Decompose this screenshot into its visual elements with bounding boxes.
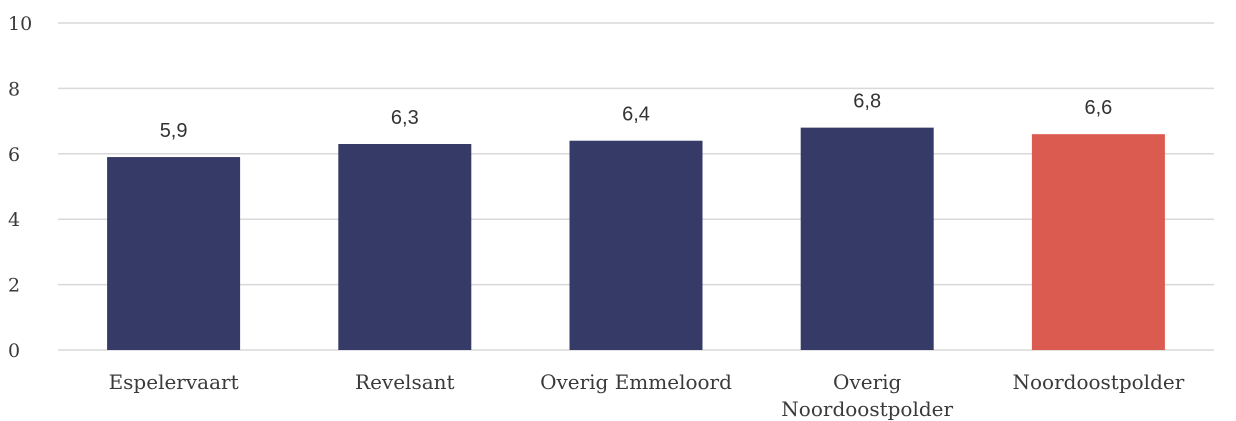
y-axis-ticks: 0 2 4 6 8 10: [8, 13, 32, 362]
bar-4: [1031, 134, 1165, 350]
value-label-background: [1074, 96, 1123, 123]
value-label: 5,9: [160, 120, 188, 142]
value-label: 6,3: [391, 107, 419, 129]
value-label-background: [380, 105, 429, 132]
category-label-line: Overig Emmeloord: [540, 370, 732, 394]
category-labels: Espelervaart Revelsant Overig Emmeloord Ove…: [109, 370, 1185, 421]
category-label-line: Noordoostpolder: [1013, 370, 1185, 394]
y-tick-label: 2: [8, 275, 20, 297]
bars: [107, 127, 1165, 350]
bar-0: [107, 157, 241, 350]
category-label-line: Revelsant: [355, 370, 455, 394]
category-label: Espelervaart: [109, 370, 239, 394]
category-label-line: Noordoostpolder: [781, 397, 953, 421]
category-label: Overig Emmeloord: [540, 370, 732, 394]
value-labels: 5,9 6,3 6,4 6,8 6,6: [149, 89, 1123, 146]
category-label-line: Espelervaart: [109, 370, 239, 394]
category-label: Noordoostpolder: [1013, 370, 1185, 394]
category-label-line: Overig: [833, 370, 901, 394]
y-tick-label: 0: [8, 340, 20, 362]
value-label-background: [612, 102, 660, 129]
value-label: 6,4: [622, 104, 650, 126]
y-tick-label: 6: [8, 144, 20, 166]
y-tick-label: 4: [8, 209, 20, 231]
value-label: 6,6: [1084, 97, 1112, 119]
value-label-background: [149, 119, 198, 146]
category-label: Revelsant: [355, 370, 455, 394]
value-label-background: [843, 89, 892, 116]
bar-3: [800, 127, 934, 350]
value-label: 6,8: [853, 91, 881, 113]
y-tick-label: 10: [8, 13, 32, 35]
category-label: Overig Noordoostpolder: [781, 370, 953, 421]
y-tick-label: 8: [8, 78, 20, 100]
bar-1: [338, 143, 472, 350]
bar-2: [569, 140, 703, 350]
